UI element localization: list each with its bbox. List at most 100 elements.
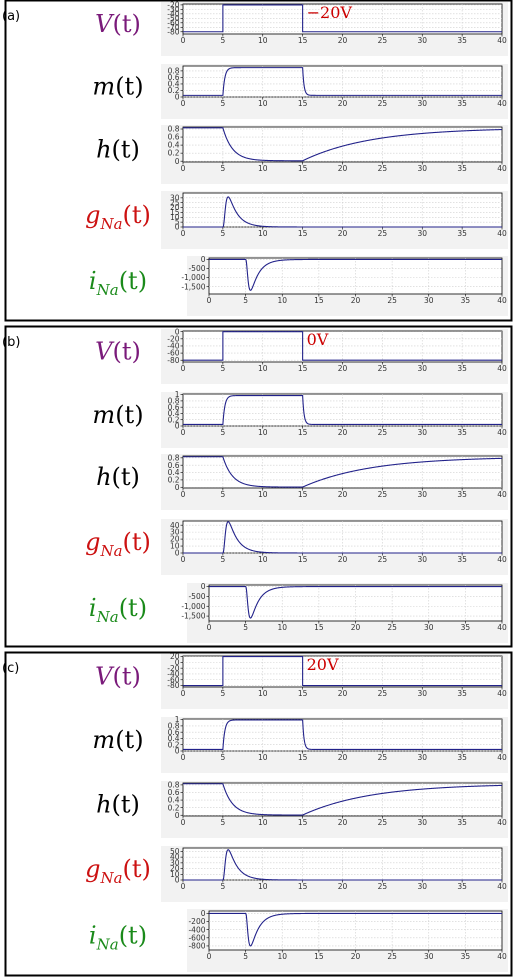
panel-a-h-xtick-label: 25 [378,164,388,173]
panel-a-gNa-xtick-label: 40 [497,229,507,238]
panel-b-iNa-ytick-label: -500 [188,592,205,601]
panel-c-iNa-xtick-label: 35 [461,952,471,961]
panel-b-label-gNa: gNa(t) [85,528,151,560]
panel-a-V-xtick-label: 40 [497,36,507,45]
panel-a-m-xtick-label: 40 [497,99,507,108]
panel-b-h-xtick-label: 20 [338,490,348,499]
panel-b-iNa-trace [209,586,502,619]
panel-a-gNa-xtick-label: 5 [220,229,225,238]
panel-a-label-h: h(t) [96,136,140,164]
panel-a-V-ytick-label: -40 [167,9,179,18]
panel-b-iNa-ytick-label: -1,500 [181,612,205,621]
panel-a-label-gNa-main: g [85,201,100,229]
panel-b-iNa-xtick-label: 25 [387,623,397,632]
panel-c-V-ytick-label: 20 [170,652,180,661]
panel-c-h-xtick-label: 0 [181,818,186,827]
panel-b-iNa-xtick-label: 10 [277,623,287,632]
panel-c-m-xtick-label: 35 [457,753,467,762]
panel-c-frame [4,651,513,977]
panel-b-label-iNa: iNa(t) [89,594,147,626]
panel-c-gNa-xtick-label: 0 [181,882,186,891]
panel-c-letter: (c) [2,661,19,676]
panel-c-iNa-ytick-label: 0 [201,909,206,918]
panel-a-frame [4,0,513,322]
panel-a-m-xtick-label: 5 [220,99,225,108]
panel-c-h-ytick-label: 0.6 [168,788,180,797]
panel-c-m-subplot: 0 5 10 15 20 25 30 35 40 10.80.60.40.20 [161,715,508,773]
panel-c-gNa-ytick-label: 40 [170,853,180,862]
panel-c-label-gNa: gNa(t) [85,855,151,887]
panel-a-V-subplot: 0 5 10 15 20 25 30 35 40 -20-30-40-50-60-70-80 −20… [161,0,508,56]
panel-a-label-h-main: h [96,136,111,164]
panel-b-h-subplot: 0 5 10 15 20 25 30 35 40 0.80.60.40.20 [161,453,508,510]
panel-c-h-ytick-label: 0.8 [168,780,180,789]
panel-a-label-m-main: m [92,73,115,101]
panel-a-m-ytick-label: 0.4 [168,80,180,89]
panel-b-label-h-args: (t) [112,463,140,491]
panel-a-h-subplot: 0 5 10 15 20 25 30 35 40 0.80.60.40.20 [161,125,508,184]
panel-a-label-m-args: (t) [115,73,143,101]
panel-c-V-ytick-label: -40 [167,670,179,679]
panel-a-h-xtick-label: 5 [220,164,225,173]
panel-a-gNa-ytick-label: 0 [175,223,180,232]
panel-a-gNa-ytick-label: 30 [170,193,180,202]
panel-a-V-xtick-label: 15 [298,36,308,45]
panel-c-m-xtick-label: 15 [298,753,308,762]
panel-c-iNa-xtick-label: 15 [314,952,324,961]
panel-b-iNa-xtick-label: 15 [314,623,324,632]
panel-b-gNa-xtick-label: 40 [497,555,507,564]
panel-a-label-iNa-args: (t) [119,267,147,295]
panel-a-gNa-xtick-label: 0 [181,229,186,238]
panel-a-V-ytick-label: -60 [167,18,179,27]
panel-c-label-V: V(t) [95,663,141,691]
panel-b-h-xtick-label: 0 [181,490,186,499]
panel-c-label-m-main: m [92,726,115,754]
panel-a-iNa-xtick-label: 25 [387,296,397,305]
panel-b-V-xtick-label: 5 [220,364,225,373]
panel-a-gNa-ytick-label: 20 [170,203,180,212]
panel-a-iNa-xtick-label: 10 [277,296,287,305]
panel-a-m-xtick-label: 10 [258,99,268,108]
panel-c-iNa-xtick-label: 25 [387,952,397,961]
panel-a-V-xtick-label: 35 [457,36,467,45]
panel-a-gNa-ytick-label: 10 [170,213,180,222]
panel-b-label-m-args: (t) [115,401,143,429]
panel-c-iNa-xtick-label: 30 [424,952,434,961]
panel-c-label-iNa-main: i [89,922,97,950]
panel-c-label-m: m(t) [92,726,143,754]
panel-a-iNa-xtick-label: 30 [424,296,434,305]
panel-b-h-ytick-label: 0.4 [168,468,180,477]
panel-a-h-trace [183,127,503,162]
panel-b-m-ytick-label: 0 [175,422,180,431]
panel-a-m-ytick-label: 0 [175,93,180,102]
panel-a-m-xtick-label: 20 [338,99,348,108]
panel-c-label-gNa-sub: Na [99,869,122,887]
panel-b-iNa-ytick-label: -1,000 [181,602,205,611]
panel-b-label-iNa-args: (t) [119,594,147,622]
panel-c-iNa-ytick-label: -400 [188,925,205,934]
panel-a-h-ytick-label: 0.4 [168,141,180,150]
panel-c-h-xtick-label: 15 [298,818,308,827]
panel-c-h-subplot: 0 5 10 15 20 25 30 35 40 0.80.60.40.20 [161,780,508,838]
panel-b-V-xtick-label: 40 [497,364,507,373]
panel-b-gNa-xtick-label: 30 [417,555,427,564]
panel-c-m-ytick-label: 0.6 [168,728,180,737]
panel-a-h-ytick-label: 0 [175,157,180,166]
panel-b-m-ytick-label: 0.6 [168,403,180,412]
panel-a-label-h-args: (t) [112,136,140,164]
panel-a-h-xtick-label: 20 [338,164,348,173]
panel-a-iNa-xtick-label: 20 [351,296,361,305]
panel-b-gNa-ytick-label: 40 [170,521,180,530]
panel-b-m-subplot: 0 5 10 15 20 25 30 35 40 10.80.60.40.20 [161,390,508,448]
panel-c-gNa-ytick-label: 0 [175,876,180,885]
panel-b-m-xtick-label: 20 [338,428,348,437]
panel-c-gNa-xtick-label: 5 [220,882,225,891]
panel-b-label-h-main: h [96,463,111,491]
panel-c-m-ytick-label: 0.2 [168,740,180,749]
panel-b-iNa-xtick-label: 5 [243,623,248,632]
panel-c-V-ytick-label: -20 [167,664,179,673]
panel-b-m-ytick-label: 0.4 [168,409,180,418]
panel-a-V-trace [183,4,502,33]
panel-c-iNa-trace [209,912,502,947]
